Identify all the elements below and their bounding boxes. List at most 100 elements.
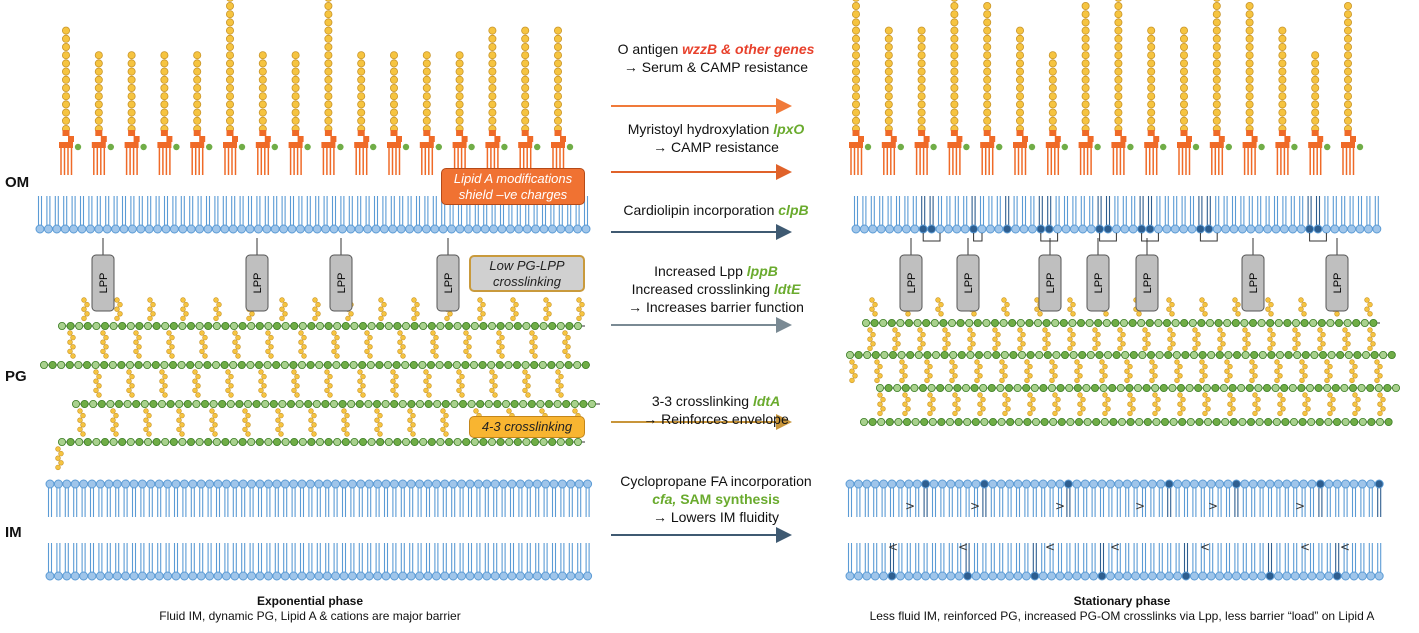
im-lipid-head <box>280 479 290 489</box>
im-lipid-head <box>1089 479 1099 489</box>
peptide-stem <box>179 412 185 419</box>
glycan-sugar <box>889 350 898 359</box>
peptide-stem <box>869 297 875 303</box>
lpp-protein <box>956 254 980 312</box>
o-antigen-bead <box>1081 26 1090 35</box>
left-caption: Exponential phase Fluid IM, dynamic PG, … <box>30 594 590 624</box>
peptide-stem <box>114 306 120 312</box>
om-lipid-head <box>539 224 549 234</box>
om-lipid-head <box>253 224 263 234</box>
im-lipid-head <box>996 479 1006 489</box>
peptide-stem <box>1374 377 1380 384</box>
peptide-stem <box>874 377 880 384</box>
o-antigen-bead <box>62 84 71 93</box>
glycan-sugar <box>487 437 496 446</box>
cation <box>1159 143 1167 151</box>
lps-core <box>1078 142 1093 148</box>
cation <box>369 143 378 151</box>
o-antigen-bead <box>193 51 202 60</box>
glycan-sugar <box>1026 350 1035 359</box>
peptide-stem <box>93 387 99 394</box>
om-lipid-head <box>1137 224 1147 234</box>
peptide-stem <box>849 359 855 365</box>
peptide-stem <box>1077 392 1083 398</box>
peptide-stem <box>1002 363 1008 370</box>
o-antigen-bead <box>1278 108 1287 117</box>
peptide-stem <box>195 373 201 380</box>
peptide-stem <box>378 297 384 303</box>
o-antigen-bead <box>1344 43 1353 52</box>
gene-name: clpB <box>778 202 809 218</box>
peptide-stem <box>1299 359 1305 365</box>
peptide-stem <box>159 387 165 394</box>
glycan-sugar <box>410 437 419 446</box>
peptide-stem <box>268 344 274 350</box>
peptide-stem <box>980 406 986 412</box>
om-lipid-head <box>1103 224 1113 234</box>
peptide-stem <box>977 392 983 398</box>
o-antigen-bead <box>852 67 861 76</box>
im-lipid-head <box>137 571 147 581</box>
glycan-sugar <box>1138 350 1147 359</box>
im-lipid-head <box>213 571 223 581</box>
glycan-sugar <box>1195 417 1204 426</box>
lps-core <box>1153 136 1160 142</box>
im-lipid-head <box>954 479 964 489</box>
glycan-sugar <box>106 399 115 408</box>
im-lipid-head <box>154 479 164 489</box>
im-lipid-head <box>963 571 973 581</box>
lps-core <box>226 130 234 136</box>
o-antigen-bead <box>1180 43 1189 52</box>
glycan-sugar <box>949 350 958 359</box>
glycan-sugar <box>1266 318 1275 327</box>
im-lipid-head <box>263 479 273 489</box>
peptide-stem <box>1170 331 1176 338</box>
peptide-stem <box>1174 368 1180 374</box>
lps-core <box>1186 136 1192 142</box>
im-lipid-head <box>171 571 181 581</box>
o-antigen-bead <box>1344 18 1353 27</box>
peptide-stem <box>146 422 152 428</box>
o-antigen-bead <box>324 108 333 117</box>
peptide-stem <box>1227 410 1233 417</box>
peptide-stem <box>1367 301 1373 308</box>
peptide-stem <box>1242 336 1248 342</box>
im-lipid-head <box>314 479 324 489</box>
cyclopropane-mark: < <box>1110 540 1120 554</box>
peptide-stem <box>133 339 139 345</box>
peptide-stem <box>489 387 495 394</box>
lps-core <box>1213 130 1221 136</box>
om-lipid-head <box>52 224 62 234</box>
peptide-stem <box>1352 410 1358 417</box>
glycan-sugar <box>581 360 590 369</box>
o-antigen-bead <box>554 84 563 93</box>
im-lipid-head <box>1139 571 1149 581</box>
glycan-sugar <box>315 321 324 330</box>
peptide-stem <box>1349 368 1355 374</box>
o-antigen-bead <box>917 26 926 35</box>
im-lipid-head <box>221 571 231 581</box>
glycan-sugar <box>444 437 453 446</box>
peptide-stem <box>1352 392 1358 398</box>
lps-core <box>223 142 237 148</box>
om-lipid-head <box>287 224 297 234</box>
o-antigen-bead <box>258 116 267 125</box>
o-antigen-bead <box>1278 59 1287 68</box>
im-lipid-head <box>507 479 517 489</box>
peptide-stem <box>927 401 933 407</box>
glycan-sugar <box>536 399 545 408</box>
o-antigen-bead <box>983 2 992 10</box>
peptide-stem <box>278 412 284 419</box>
peptide-stem <box>977 373 983 379</box>
peptide-stem <box>558 392 564 398</box>
glycan-sugar <box>349 360 358 369</box>
im-lipid-head <box>870 479 880 489</box>
glycan-sugar <box>1013 383 1022 392</box>
o-antigen-bead <box>983 18 992 27</box>
peptide-stem <box>555 369 561 375</box>
o-antigen-bead <box>1114 108 1123 117</box>
glycan-sugar <box>1177 383 1186 392</box>
peptide-stem <box>1334 311 1340 317</box>
o-antigen-bead <box>1344 116 1353 125</box>
annotation-line: O antigen wzzB & other genes <box>606 40 826 58</box>
